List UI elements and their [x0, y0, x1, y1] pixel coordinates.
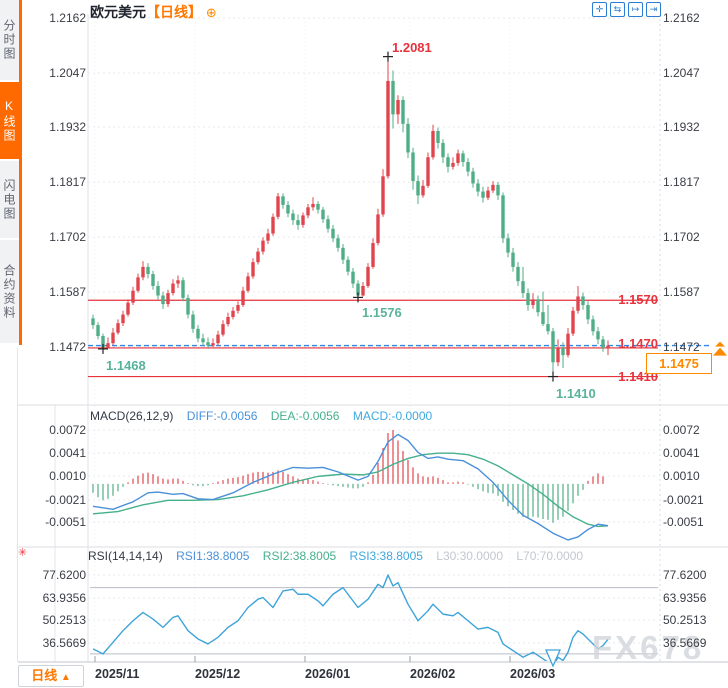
annotation-low-11410: 1.1410 — [556, 386, 596, 401]
rsi-name: RSI(14,14,14) — [88, 549, 163, 563]
main-y-tick-right: 1.1472 — [663, 340, 700, 354]
main-y-tick-right: 1.1817 — [663, 175, 700, 189]
current-price-box: 1.1475 — [646, 353, 712, 374]
period-selector-button[interactable]: 日线 ▲ — [18, 665, 84, 687]
rsi-y-tick-left: 50.2513 — [42, 613, 86, 627]
macd-macd-value: MACD:-0.0000 — [352, 409, 433, 423]
macd-y-tick-right: -0.0051 — [663, 515, 704, 529]
rsi-y-tick-right: 36.5669 — [663, 636, 707, 650]
sidebar-tab-timeline[interactable]: 分时图 — [0, 0, 19, 80]
rsi-y-tick-left: 36.5669 — [42, 636, 86, 650]
macd-name: MACD(26,12,9) — [90, 409, 174, 423]
rsi-y-tick-right: 50.2513 — [663, 613, 707, 627]
main-y-tick-right: 1.1587 — [663, 285, 700, 299]
add-indicator-icon[interactable]: ⊕ — [205, 5, 217, 20]
chart-title: 欧元美元【日线】 ⊕ — [90, 2, 217, 22]
macd-y-tick-left: 0.0041 — [49, 446, 86, 460]
macd-header: MACD(26,12,9) DIFF:-0.0056 DEA:-0.0056 M… — [90, 409, 432, 423]
macd-y-tick-right: -0.0021 — [663, 493, 704, 507]
rsi-header: RSI(14,14,14) RSI1:38.8005 RSI2:38.8005 … — [88, 549, 583, 563]
rsi-y-tick-right: 77.6200 — [663, 568, 707, 582]
crosshair-icon[interactable]: ✛ — [592, 2, 607, 17]
main-y-tick-left: 1.1587 — [49, 285, 86, 299]
main-y-tick-left: 1.2162 — [49, 11, 86, 25]
annotation-low-11576: 1.1576 — [362, 305, 402, 320]
watermark-logo: FX678 — [592, 629, 705, 666]
main-y-tick-left: 1.1817 — [49, 175, 86, 189]
chevron-up-icon: ▲ — [60, 672, 71, 683]
rsi3-value: RSI3:38.8005 — [349, 549, 423, 563]
sidebar-tab-kline[interactable]: K线图 — [0, 82, 19, 159]
rsi-l70-value: L70:70.0000 — [516, 549, 584, 563]
sidebar-tab-column: 分时图 K线图 闪电图 合约资料 — [0, 0, 22, 345]
main-y-tick-left: 1.2047 — [49, 66, 86, 80]
shift-end-icon[interactable]: ⇥ — [646, 2, 661, 17]
indicator-settings-icon[interactable]: ✳ — [18, 547, 28, 559]
main-y-tick-right: 1.1702 — [663, 230, 700, 244]
sidebar: 分时图 K线图 闪电图 合约资料 — [0, 0, 22, 688]
macd-y-tick-left: -0.0051 — [45, 515, 86, 529]
period-label: 日线 — [31, 668, 58, 683]
rsi2-value: RSI2:38.8005 — [262, 549, 337, 563]
rsi1-value: RSI1:38.8005 — [176, 549, 250, 563]
main-y-tick-left: 1.1932 — [49, 120, 86, 134]
main-y-tick-left: 1.1472 — [49, 340, 86, 354]
zoom-x-icon[interactable]: ⇆ — [610, 2, 625, 17]
macd-y-tick-left: -0.0021 — [45, 493, 86, 507]
rsi-y-tick-left: 63.9356 — [42, 591, 86, 605]
x-axis-label: 2026/01 — [305, 667, 351, 681]
x-axis-label: 2025/12 — [195, 667, 241, 681]
rsi-l30-value: L30:30.0000 — [436, 549, 503, 563]
main-y-tick-right: 1.1932 — [663, 120, 700, 134]
period-tag: 【日线】 — [146, 4, 202, 20]
macd-y-tick-right: 0.0041 — [663, 446, 700, 460]
macd-diff-value: DIFF:-0.0056 — [186, 409, 258, 423]
rsi-y-tick-right: 63.9356 — [663, 591, 707, 605]
sidebar-spacer — [0, 348, 18, 662]
macd-dea-value: DEA:-0.0056 — [270, 409, 340, 423]
macd-y-tick-right: 0.0010 — [663, 469, 700, 483]
x-axis-label: 2025/11 — [95, 667, 140, 681]
sidebar-tab-lightning[interactable]: 闪电图 — [0, 161, 19, 238]
macd-y-tick-right: 0.0072 — [663, 423, 700, 437]
macd-y-tick-left: 0.0072 — [49, 423, 86, 437]
symbol-name: 欧元美元 — [90, 4, 146, 20]
main-y-tick-left: 1.1702 — [49, 230, 86, 244]
x-axis-label: 2026/02 — [410, 667, 456, 681]
rsi-y-tick-left: 77.6200 — [42, 568, 86, 582]
level-label-11470: 1.1470 — [618, 336, 658, 351]
main-y-tick-right: 1.2047 — [663, 66, 700, 80]
macd-y-tick-left: 0.0010 — [49, 469, 86, 483]
level-label-11570: 1.1570 — [618, 292, 658, 307]
chart-toolbar: ✛ ⇆ ↦ ⇥ — [592, 2, 661, 17]
pan-right-icon[interactable]: ↦ — [628, 2, 643, 17]
annotation-low-11468: 1.1468 — [106, 358, 146, 373]
main-y-tick-right: 1.2162 — [663, 11, 700, 25]
x-axis-label: 2026/03 — [510, 667, 556, 681]
sidebar-tab-contract-info[interactable]: 合约资料 — [0, 240, 19, 343]
annotation-high-12081: 1.2081 — [392, 40, 432, 55]
